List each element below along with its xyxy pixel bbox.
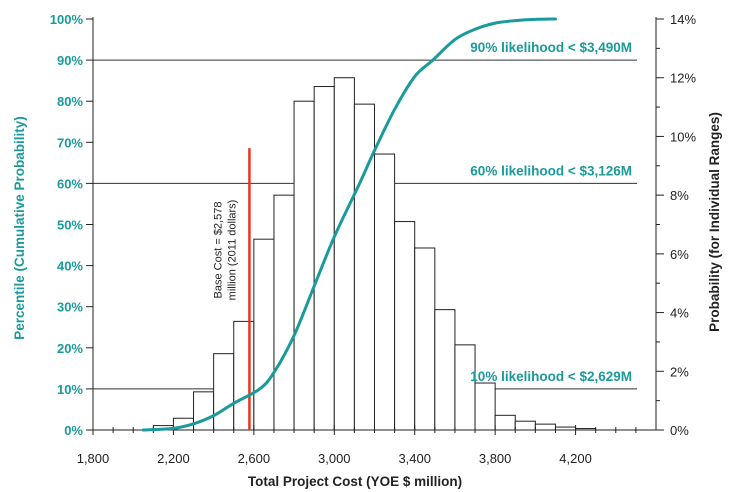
histogram-bar <box>233 320 255 431</box>
annotation-90: 90% likelihood < $3,490M <box>470 40 632 55</box>
right-tick-label: 8% <box>670 188 689 203</box>
x-tick-label: 2,200 <box>157 451 190 466</box>
histogram-bar <box>454 344 476 431</box>
x-tick-label: 3,000 <box>318 451 351 466</box>
left-tick-label: 30% <box>57 300 83 315</box>
right-tick-label: 0% <box>670 423 689 438</box>
histogram-bar <box>414 247 436 431</box>
tick-labels: 0% 10% 20% 30% 40% 50% 60% 70% 80% 90% 100% 0% 2% 4% 6… <box>50 12 697 466</box>
x-tick-label: 4,200 <box>559 451 592 466</box>
histogram-bar <box>494 414 516 431</box>
left-tick-label: 10% <box>57 382 83 397</box>
axes <box>86 17 664 435</box>
histogram-bar <box>353 103 375 431</box>
histogram-bar <box>534 423 556 431</box>
right-axis-title: Probability (for Individual Ranges) <box>707 112 722 332</box>
left-tick-label: 80% <box>57 94 83 109</box>
left-tick-label: 60% <box>57 176 83 191</box>
x-axis-title: Total Project Cost (YOE $ million) <box>248 474 462 489</box>
histogram-bar <box>253 238 275 431</box>
histogram-bar <box>333 77 355 431</box>
right-tick-label: 12% <box>670 71 696 86</box>
x-tick-label: 2,600 <box>238 451 271 466</box>
base-cost-label-line1: Base Cost = $2,578 <box>212 202 224 299</box>
histogram-bar <box>394 221 416 431</box>
right-tick-label: 14% <box>670 12 696 27</box>
cumulative-curve <box>141 17 557 432</box>
left-tick-label: 50% <box>57 218 83 233</box>
histogram-bar <box>273 194 295 431</box>
annotation-60: 60% likelihood < $3,126M <box>470 163 632 178</box>
right-tick-label: 6% <box>670 247 689 262</box>
histogram-bar <box>374 153 396 431</box>
left-tick-label: 40% <box>57 259 83 274</box>
left-tick-label: 90% <box>57 53 83 68</box>
base-cost-label: Base Cost = $2,578 million (2011 dollars) <box>212 200 238 301</box>
left-tick-label: 100% <box>50 12 84 27</box>
histogram-bar <box>213 353 235 431</box>
x-tick-label: 3,400 <box>398 451 431 466</box>
left-tick-label: 20% <box>57 341 83 356</box>
x-tick-label: 1,800 <box>77 451 110 466</box>
histogram-bar <box>514 420 536 431</box>
base-cost-label-line2: million (2011 dollars) <box>226 200 238 301</box>
histogram-bar <box>293 100 315 431</box>
left-axis-title: Percentile (Cumulative Probability) <box>12 116 27 340</box>
histogram-bar <box>434 309 456 431</box>
left-tick-label: 0% <box>64 423 83 438</box>
right-tick-label: 2% <box>670 364 689 379</box>
base-cost-marker: Base Cost = $2,578 million (2011 dollars) <box>212 148 251 430</box>
right-tick-label: 10% <box>670 129 696 144</box>
annotation-10: 10% likelihood < $2,629M <box>470 369 632 384</box>
right-tick-label: 4% <box>670 306 689 321</box>
x-tick-label: 3,800 <box>479 451 512 466</box>
likelihood-annotations: 10% likelihood < $2,629M 60% likelihood <… <box>470 40 632 384</box>
histogram-bar <box>474 382 496 431</box>
left-tick-label: 70% <box>57 135 83 150</box>
